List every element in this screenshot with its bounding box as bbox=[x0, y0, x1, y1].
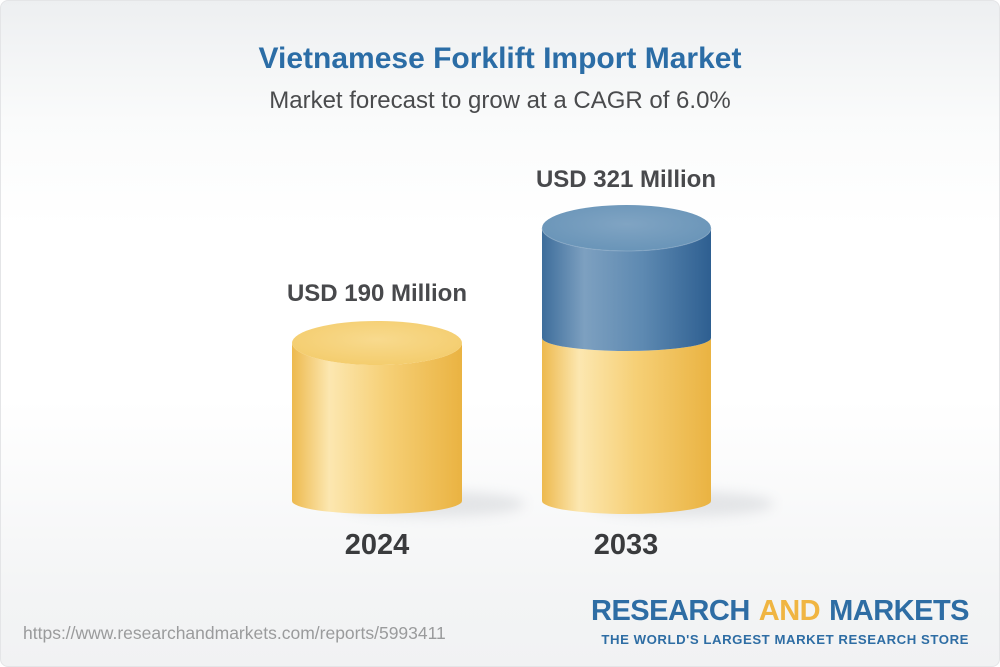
research-and-markets-logo[interactable]: RESEARCH AND MARKETS THE WORLD'S LARGEST… bbox=[591, 597, 969, 647]
page-subtitle: Market forecast to grow at a CAGR of 6.0… bbox=[269, 87, 731, 114]
value-label-2033: USD 321 Million bbox=[535, 166, 717, 193]
report-url-link[interactable]: https://www.researchandmarkets.com/repor… bbox=[23, 623, 446, 643]
logo-word-research: RESEARCH bbox=[591, 595, 750, 627]
bar-2033-growth-segment bbox=[542, 228, 711, 351]
bar-2033-cylinder bbox=[541, 205, 712, 514]
page-title: Vietnamese Forklift Import Market bbox=[258, 42, 742, 75]
logo-word-markets: MARKETS bbox=[829, 595, 969, 627]
logo-tagline: THE WORLD'S LARGEST MARKET RESEARCH STOR… bbox=[601, 632, 969, 647]
logo-wordmark: RESEARCH AND MARKETS bbox=[591, 597, 969, 626]
value-label-2024: USD 190 Million bbox=[286, 280, 468, 307]
bar-2024-cylinder bbox=[292, 321, 462, 514]
category-label-2033: 2033 bbox=[593, 529, 659, 561]
bar-2033-base-segment bbox=[542, 338, 711, 514]
category-label-2024: 2024 bbox=[344, 529, 410, 561]
logo-word-and: AND bbox=[758, 595, 821, 627]
